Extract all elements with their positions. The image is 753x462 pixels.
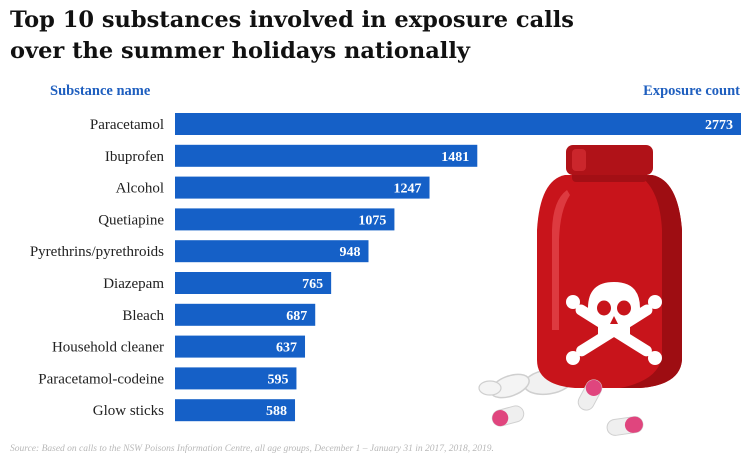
white-pill bbox=[478, 380, 502, 396]
category-label: Ibuprofen bbox=[105, 149, 165, 165]
skull-crossbones-icon bbox=[566, 282, 662, 365]
category-label: Quetiapine bbox=[98, 212, 164, 228]
bars-group: Paracetamol 2773 Ibuprofen 1481 Alcohol 1247 Q… bbox=[30, 113, 741, 422]
category-label: Bleach bbox=[122, 308, 164, 324]
capsule-pill bbox=[606, 416, 644, 436]
category-label: Paracetamol-codeine bbox=[38, 371, 164, 387]
category-label: Glow sticks bbox=[93, 403, 164, 419]
value-label: 588 bbox=[266, 404, 287, 419]
bar bbox=[175, 367, 297, 390]
bottle-highlight bbox=[552, 190, 570, 330]
value-label: 2773 bbox=[705, 118, 733, 133]
bar bbox=[175, 303, 316, 326]
cap-highlight bbox=[572, 149, 586, 171]
value-label: 1247 bbox=[394, 182, 422, 197]
category-label: Alcohol bbox=[116, 181, 164, 197]
value-label: 765 bbox=[302, 277, 323, 292]
value-label: 637 bbox=[276, 341, 297, 356]
value-label: 687 bbox=[286, 309, 307, 324]
value-label: 948 bbox=[339, 245, 360, 260]
value-label: 1075 bbox=[358, 213, 386, 228]
bar bbox=[175, 144, 478, 167]
category-label: Pyrethrins/pyrethroids bbox=[30, 244, 164, 260]
category-label: Household cleaner bbox=[52, 340, 164, 356]
bar bbox=[175, 335, 306, 358]
category-header: Substance name bbox=[50, 83, 151, 99]
chart-title: Top 10 substances involved in exposure c… bbox=[10, 7, 574, 64]
bar bbox=[175, 272, 332, 294]
bar bbox=[175, 240, 369, 263]
bottle-body bbox=[537, 175, 682, 388]
value-label: 1481 bbox=[441, 150, 469, 165]
source-note: Source: Based on calls to the NSW Poison… bbox=[10, 444, 494, 454]
poison-bottle-illustration bbox=[478, 145, 682, 436]
category-label: Paracetamol bbox=[90, 117, 164, 133]
capsule-pill bbox=[577, 379, 603, 411]
capsule-pill bbox=[491, 405, 525, 427]
value-label: 595 bbox=[267, 372, 288, 387]
bottle-shadow bbox=[620, 175, 682, 388]
bar bbox=[175, 399, 296, 422]
bar bbox=[175, 113, 741, 135]
value-header: Exposure count bbox=[643, 83, 740, 99]
category-label: Diazepam bbox=[103, 276, 164, 292]
bar bbox=[175, 176, 430, 199]
bottle-cap bbox=[566, 145, 653, 175]
bar bbox=[175, 208, 395, 231]
